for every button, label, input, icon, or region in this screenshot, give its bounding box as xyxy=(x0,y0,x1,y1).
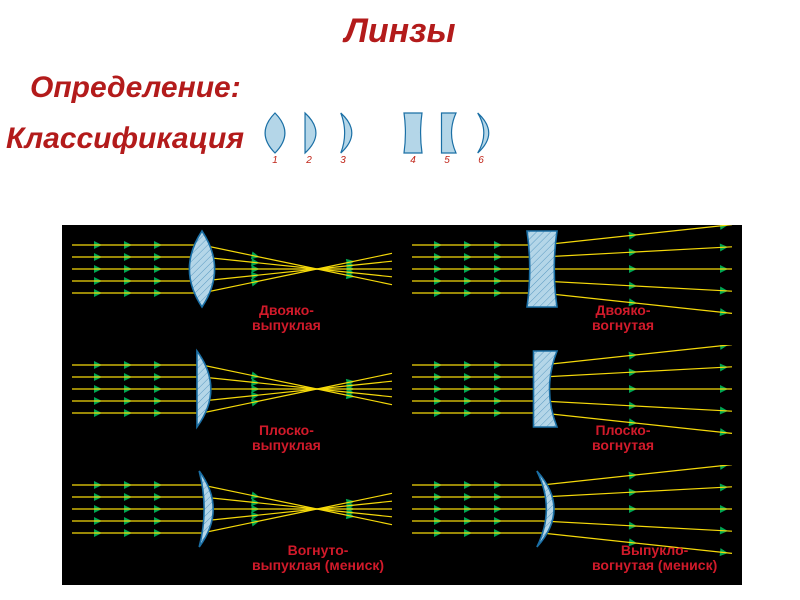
subtitle-definition: Определение: xyxy=(0,51,800,105)
subtitle-classification: Классификация xyxy=(0,122,244,156)
lens-diagram: Двояко-выпуклая Двояко-вогнутая Плоско-вып… xyxy=(62,225,742,585)
lens-icon-planoconcave: 5 xyxy=(436,111,458,166)
lens-icon-number: 5 xyxy=(436,155,458,166)
lens-icon-number: 6 xyxy=(470,155,492,166)
diagram-cell-planoconcave: Плоско-вогнутая xyxy=(402,345,742,465)
lens-icon-biconcave: 4 xyxy=(402,111,424,166)
lens-icon-biconvex: 1 xyxy=(264,111,286,166)
page-title: Линзы xyxy=(0,0,800,51)
diagram-cell-biconvex: Двояко-выпуклая xyxy=(62,225,402,345)
lens-label: Плоско-вогнутая xyxy=(592,423,654,454)
lens-label: Двояко-вогнутая xyxy=(592,303,654,334)
lens-label: Двояко-выпуклая xyxy=(252,303,321,334)
lens-label: Выпукло-вогнутая (мениск) xyxy=(592,543,717,574)
diagram-cell-planoconvex: Плоско-выпуклая xyxy=(62,345,402,465)
lens-icon-meniscus_concave: 6 xyxy=(470,111,492,166)
diagram-cell-meniscus_convex: Вогнуто-выпуклая (мениск) xyxy=(62,465,402,585)
lens-label: Плоско-выпуклая xyxy=(252,423,321,454)
lens-icon-number: 2 xyxy=(298,155,320,166)
lens-label: Вогнуто-выпуклая (мениск) xyxy=(252,543,384,574)
lens-icon-planoconvex: 2 xyxy=(298,111,320,166)
lens-icon-meniscus_convex: 3 xyxy=(332,111,354,166)
diagram-cell-biconcave: Двояко-вогнутая xyxy=(402,225,742,345)
diagram-cell-meniscus_concave: Выпукло-вогнутая (мениск) xyxy=(402,465,742,585)
lens-type-icons: 1 2 3 4 5 6 xyxy=(264,111,492,166)
lens-icon-number: 1 xyxy=(264,155,286,166)
lens-icon-number: 3 xyxy=(332,155,354,166)
lens-icon-number: 4 xyxy=(402,155,424,166)
